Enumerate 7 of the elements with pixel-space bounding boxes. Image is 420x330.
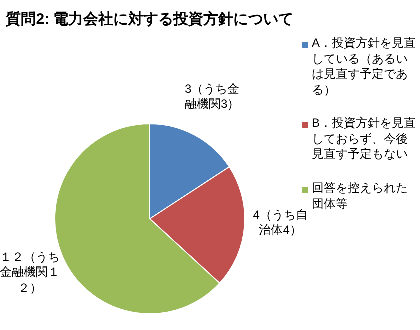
legend-label: B．投資方針を見直しておらず、今後見直す予定もない <box>312 116 416 163</box>
data-label: 4（うち自治体4） <box>252 208 309 239</box>
data-label: 3（うち金融機関3） <box>184 82 241 113</box>
chart-title: 質問2: 電力会社に対する投資方針について <box>5 10 295 30</box>
data-label: １２（うち金融機関１２） <box>0 250 62 296</box>
legend-label: A．投資方針を見直している（あるいは見直す予定である） <box>312 36 416 98</box>
legend-label: 回答を控えられた団体等 <box>312 181 409 212</box>
